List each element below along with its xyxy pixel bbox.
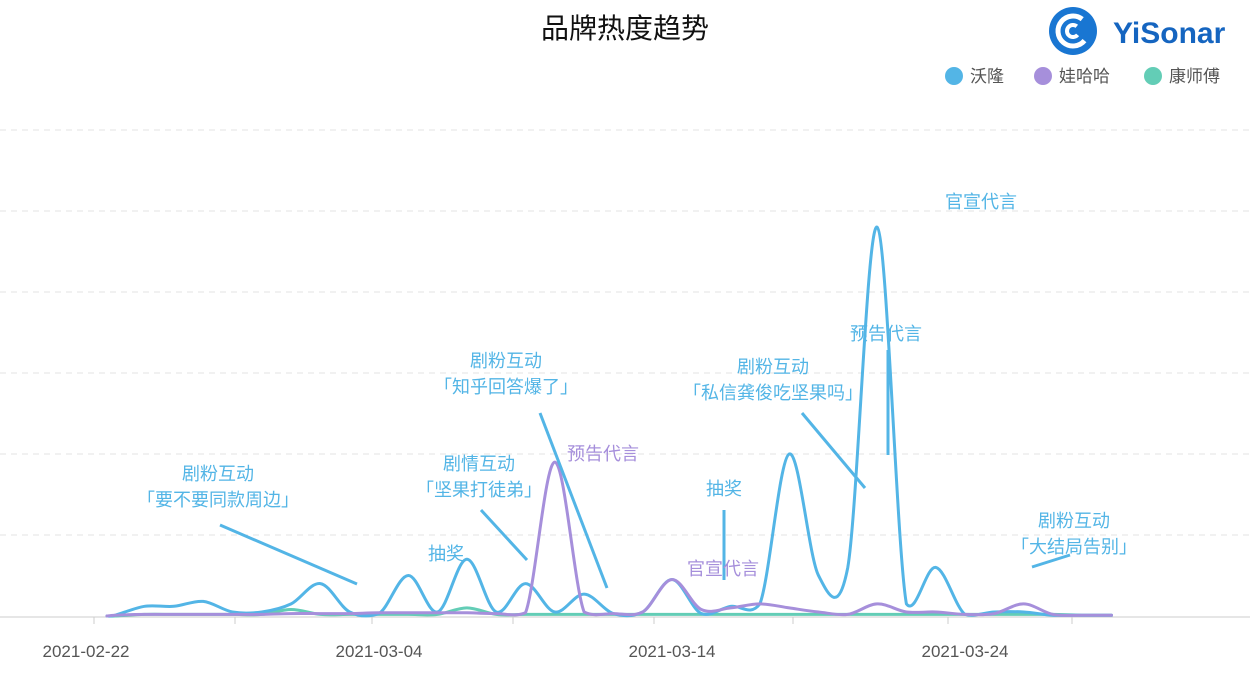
x-axis: 2021-02-22 2021-03-04 2021-03-14 2021-03-24: [0, 616, 1250, 661]
annotation: 剧粉互动「大结局告别」: [1011, 511, 1137, 569]
legend-marker: [1144, 67, 1162, 85]
annotation-label: 剧粉互动: [1038, 511, 1110, 532]
series-line-娃哈哈: [105, 460, 1113, 618]
annotation-label: 「私信龚俊吃坚果吗」: [683, 383, 863, 404]
x-tick-label: 2021-02-22: [43, 642, 130, 661]
series-line-沃隆: [105, 225, 1113, 618]
x-tick-label: 2021-03-04: [336, 642, 423, 661]
yisonar-logo: YiSonar: [1049, 7, 1226, 55]
x-tick-label: 2021-03-24: [922, 642, 1009, 661]
annotation-leader-line: [800, 412, 867, 489]
legend-marker: [945, 67, 963, 85]
logo-text: YiSonar: [1113, 17, 1226, 50]
annotation-label: 「知乎回答爆了」: [434, 377, 578, 398]
annotation-leader-line: [1031, 553, 1071, 569]
legend-label: 康师傅: [1169, 67, 1220, 87]
legend-label: 娃哈哈: [1059, 67, 1110, 87]
annotation-label: 剧粉互动: [182, 464, 254, 485]
annotation-label: 预告代言: [850, 324, 922, 345]
chart-title: 品牌热度趋势: [541, 12, 709, 45]
annotation: 抽奖: [706, 479, 742, 580]
legend-label: 沃隆: [970, 67, 1004, 87]
annotation-label: 「要不要同款周边」: [137, 490, 299, 511]
annotation: 预告代言: [850, 324, 922, 455]
annotation-label: 剧粉互动: [470, 351, 542, 372]
annotation-label: 「坚果打徒弟」: [416, 480, 542, 501]
annotation: 预告代言: [567, 444, 639, 465]
annotation: 官宣代言: [687, 559, 759, 580]
annotation-label: 官宣代言: [945, 192, 1017, 213]
annotation-label: 剧粉互动: [737, 357, 809, 378]
annotation-label: 剧情互动: [443, 454, 515, 475]
annotation-label: 「大结局告别」: [1011, 537, 1137, 558]
annotation-label: 预告代言: [567, 444, 639, 465]
series-layer: [105, 225, 1113, 618]
annotation: 剧情互动「坚果打徒弟」: [416, 454, 542, 562]
annotation: 剧粉互动「要不要同款周边」: [137, 464, 358, 586]
annotation-label: 抽奖: [706, 479, 742, 500]
yisonar-c-logo-icon: [1049, 7, 1097, 55]
legend: 沃隆 娃哈哈 康师傅: [945, 67, 1220, 87]
annotation-leader-line: [538, 412, 609, 589]
annotations: 剧粉互动「要不要同款周边」抽奖剧情互动「坚果打徒弟」剧粉互动「知乎回答爆了」预告…: [137, 192, 1137, 589]
annotation: 官宣代言: [945, 192, 1017, 213]
annotation-label: 抽奖: [428, 544, 464, 565]
annotation-label: 官宣代言: [687, 559, 759, 580]
annotation-leader-line: [479, 508, 529, 562]
annotation: 剧粉互动「知乎回答爆了」: [434, 351, 609, 589]
annotation: 抽奖: [428, 544, 464, 565]
legend-marker: [1034, 67, 1052, 85]
x-tick-label: 2021-03-14: [629, 642, 716, 661]
annotation-leader-line: [219, 523, 358, 586]
annotation: 剧粉互动「私信龚俊吃坚果吗」: [683, 357, 867, 489]
